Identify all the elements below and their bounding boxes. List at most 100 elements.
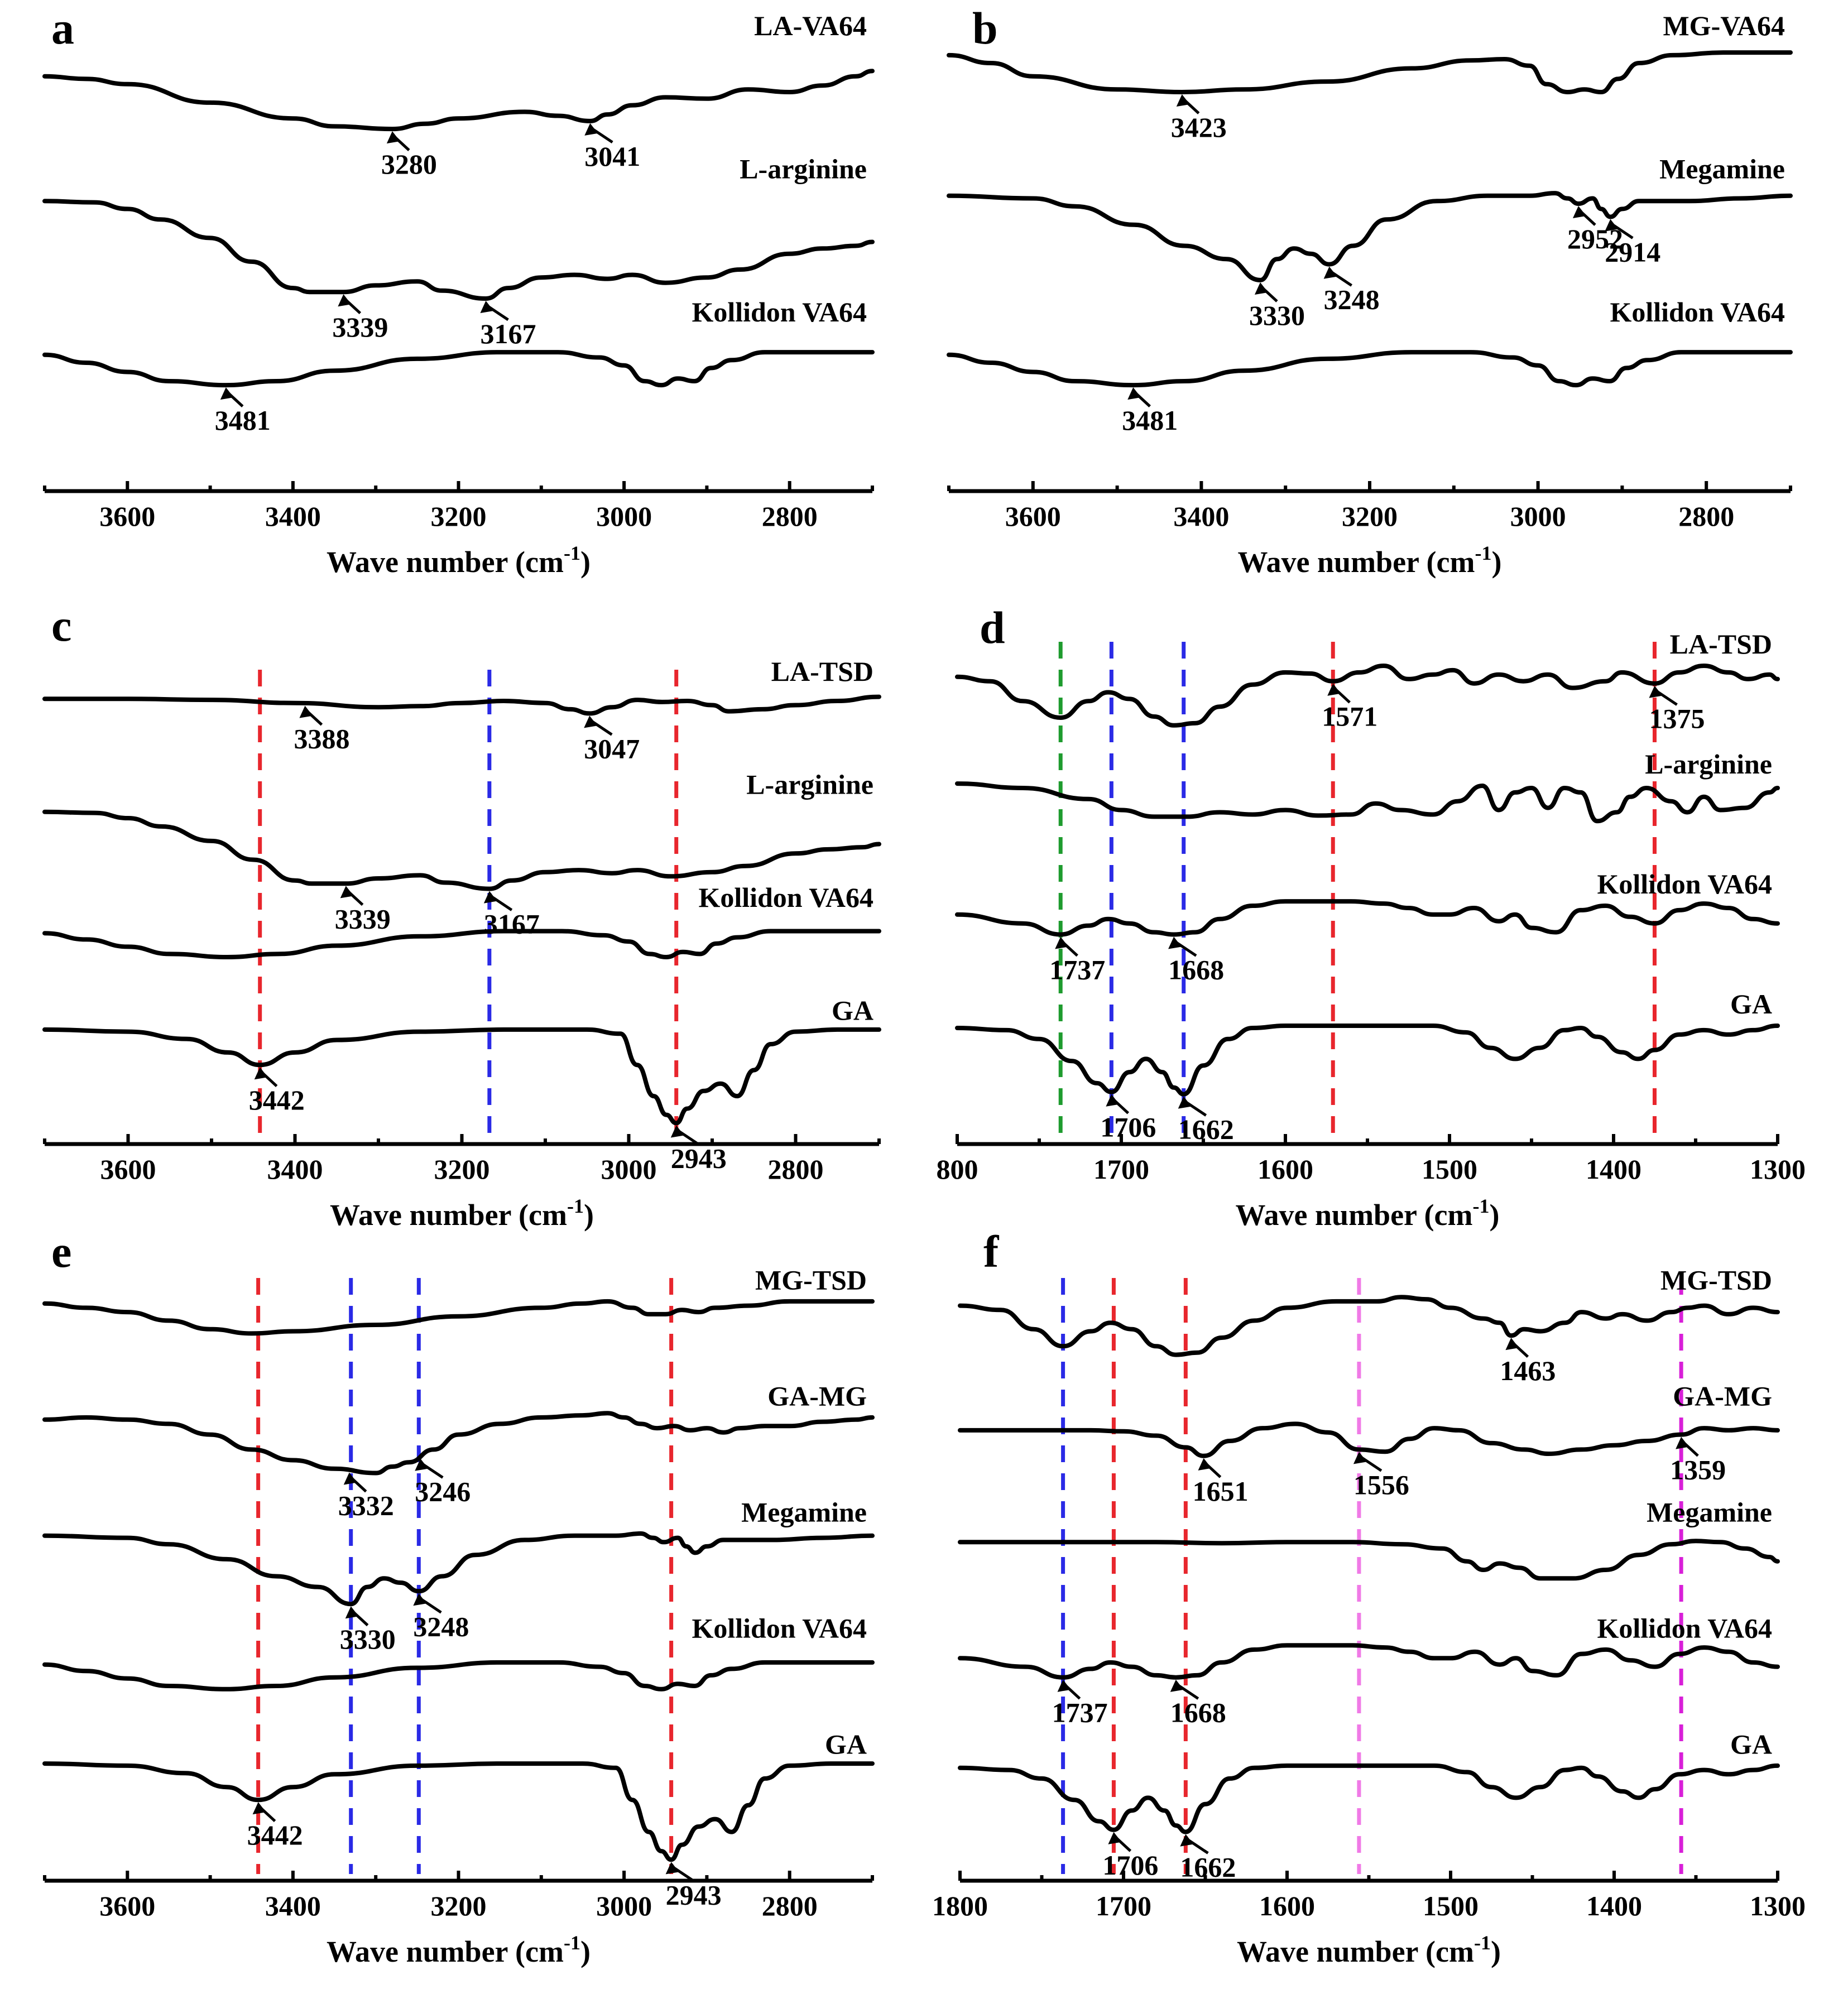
x-axis-title: Wave number (cm-1) (327, 1931, 591, 1968)
trace-kollidon-va64 (947, 350, 1793, 388)
x-tick-label: 1500 (1423, 1890, 1479, 1921)
panel-e: e MG-TSD GA-MG 3332 3246 Megamine 3330 3248 Koll… (42, 1226, 875, 1968)
series-label: MG-VA64 (1663, 10, 1785, 41)
trace-megamine (958, 1539, 1780, 1581)
series-label: Kollidon VA64 (692, 296, 867, 328)
series-label: Kollidon VA64 (698, 882, 873, 913)
x-axis-title-close: ) (1491, 545, 1501, 579)
x-tick-label: 2800 (768, 1154, 824, 1185)
x-tick-label: 3200 (1342, 501, 1398, 532)
x-axis-title-main: Wave number (cm (327, 1935, 564, 1968)
trace-ga-mg (958, 1421, 1780, 1458)
annotation-arrowhead (1127, 387, 1141, 400)
peak-label: 1662 (1180, 1852, 1236, 1883)
annotation-arrowhead (338, 294, 352, 307)
x-tick-label: 2800 (1678, 501, 1734, 532)
annotation-arrowhead (1106, 1094, 1120, 1107)
series-label: L-arginine (740, 153, 867, 185)
trace-kollidon-va64 (958, 1643, 1780, 1680)
peak-label: 1463 (1500, 1355, 1556, 1386)
x-tick-label: 3600 (99, 501, 155, 532)
peak-label: 3442 (249, 1084, 305, 1116)
peak-label: 1571 (1322, 701, 1377, 732)
x-tick-label: 3600 (100, 1154, 156, 1185)
peak-label: 1668 (1170, 1697, 1226, 1728)
annotation-arrowhead (1180, 1834, 1194, 1847)
x-tick-label: 1300 (1750, 1154, 1806, 1185)
trace-ga (42, 1027, 881, 1126)
peak-label: 3047 (584, 733, 640, 764)
x-tick-label: 1400 (1586, 1154, 1641, 1185)
x-tick-label: 3400 (267, 1154, 323, 1185)
x-axis-title: Wave number (cm-1) (1238, 542, 1502, 579)
series-label: Kollidon VA64 (692, 1612, 867, 1644)
x-tick-label: 1300 (1750, 1890, 1806, 1921)
panel-letter: b (972, 3, 998, 54)
series-label: GA (832, 995, 873, 1026)
x-tick-label: 1700 (1096, 1890, 1151, 1921)
x-axis-title: Wave number (cm-1) (1237, 1931, 1501, 1968)
annotation-arrowhead (1178, 1096, 1192, 1109)
annotation-arrowhead (665, 1862, 679, 1875)
x-axis-title-close: ) (580, 545, 591, 579)
trace-ga (955, 1023, 1780, 1097)
x-tick-label: 3400 (265, 501, 321, 532)
x-tick-label: 3000 (1510, 501, 1566, 532)
annotation-arrowhead (220, 387, 234, 400)
trace-megamine (42, 1531, 875, 1607)
annotation-arrowhead (386, 131, 400, 144)
panel-letter: d (980, 602, 1005, 653)
peak-label: 3481 (1122, 405, 1178, 436)
trace-mg-tsd (958, 1295, 1780, 1357)
series-label: L-arginine (1645, 748, 1772, 780)
peak-label: 2943 (671, 1143, 727, 1174)
series-label: LA-TSD (771, 656, 873, 687)
series-label: LA-VA64 (754, 10, 867, 41)
x-axis-title-sup: -1 (564, 542, 580, 564)
peak-label: 3332 (338, 1490, 394, 1521)
peak-label: 3330 (1249, 300, 1305, 331)
annotation-arrowhead (1323, 266, 1337, 279)
annotation-arrowhead (670, 1125, 684, 1138)
annotation-arrowhead (1649, 685, 1663, 698)
series-label: Megamine (741, 1496, 867, 1527)
annotation-arrowhead (1198, 1458, 1212, 1471)
x-axis-title-close: ) (1489, 1198, 1499, 1232)
annotation-arrowhead (1055, 936, 1069, 949)
x-tick-label: 3000 (596, 1890, 652, 1921)
trace-kollidon-va64 (42, 1660, 875, 1692)
annotation-arrowhead (1676, 1436, 1689, 1449)
panel-a: a LA-VA64 3280 3041 L-arginine 3339 3167 Kollid… (42, 3, 875, 579)
series-label: Kollidon VA64 (1597, 1612, 1772, 1644)
series-label: Megamine (1647, 1496, 1772, 1527)
peak-label: 3339 (332, 311, 388, 343)
annotation-arrowhead (345, 1606, 359, 1619)
peak-label: 1375 (1649, 703, 1705, 734)
x-tick-label: 1800 (932, 1890, 988, 1921)
peak-label: 3248 (413, 1611, 469, 1642)
annotation-arrowhead (480, 300, 494, 313)
peak-label: 1737 (1049, 954, 1105, 985)
peak-label: 1662 (1178, 1114, 1234, 1145)
peak-label: 3167 (484, 909, 540, 940)
peak-label: 1668 (1168, 954, 1224, 985)
panel-letter: e (51, 1226, 71, 1277)
annotation-arrowhead (584, 715, 598, 728)
peak-label: 3442 (247, 1819, 303, 1851)
panel-letter: a (51, 3, 74, 54)
x-axis-title: Wave number (cm-1) (1236, 1195, 1500, 1232)
panel-letter: c (51, 600, 71, 651)
annotation-arrowhead (254, 1067, 268, 1080)
x-tick-label: 2800 (762, 501, 818, 532)
trace-mg-va64 (947, 50, 1793, 94)
trace-ga (42, 1761, 875, 1862)
x-axis-title-main: Wave number (cm (1238, 545, 1475, 579)
x-axis-title-sup: -1 (1475, 542, 1491, 564)
trace-l-arginine (42, 809, 881, 891)
x-axis-title: Wave number (cm-1) (327, 542, 591, 579)
x-tick-label: 3200 (431, 1890, 487, 1921)
series-label: Kollidon VA64 (1610, 296, 1785, 328)
series-label: Kollidon VA64 (1597, 868, 1772, 900)
x-axis-title-close: ) (584, 1198, 594, 1232)
